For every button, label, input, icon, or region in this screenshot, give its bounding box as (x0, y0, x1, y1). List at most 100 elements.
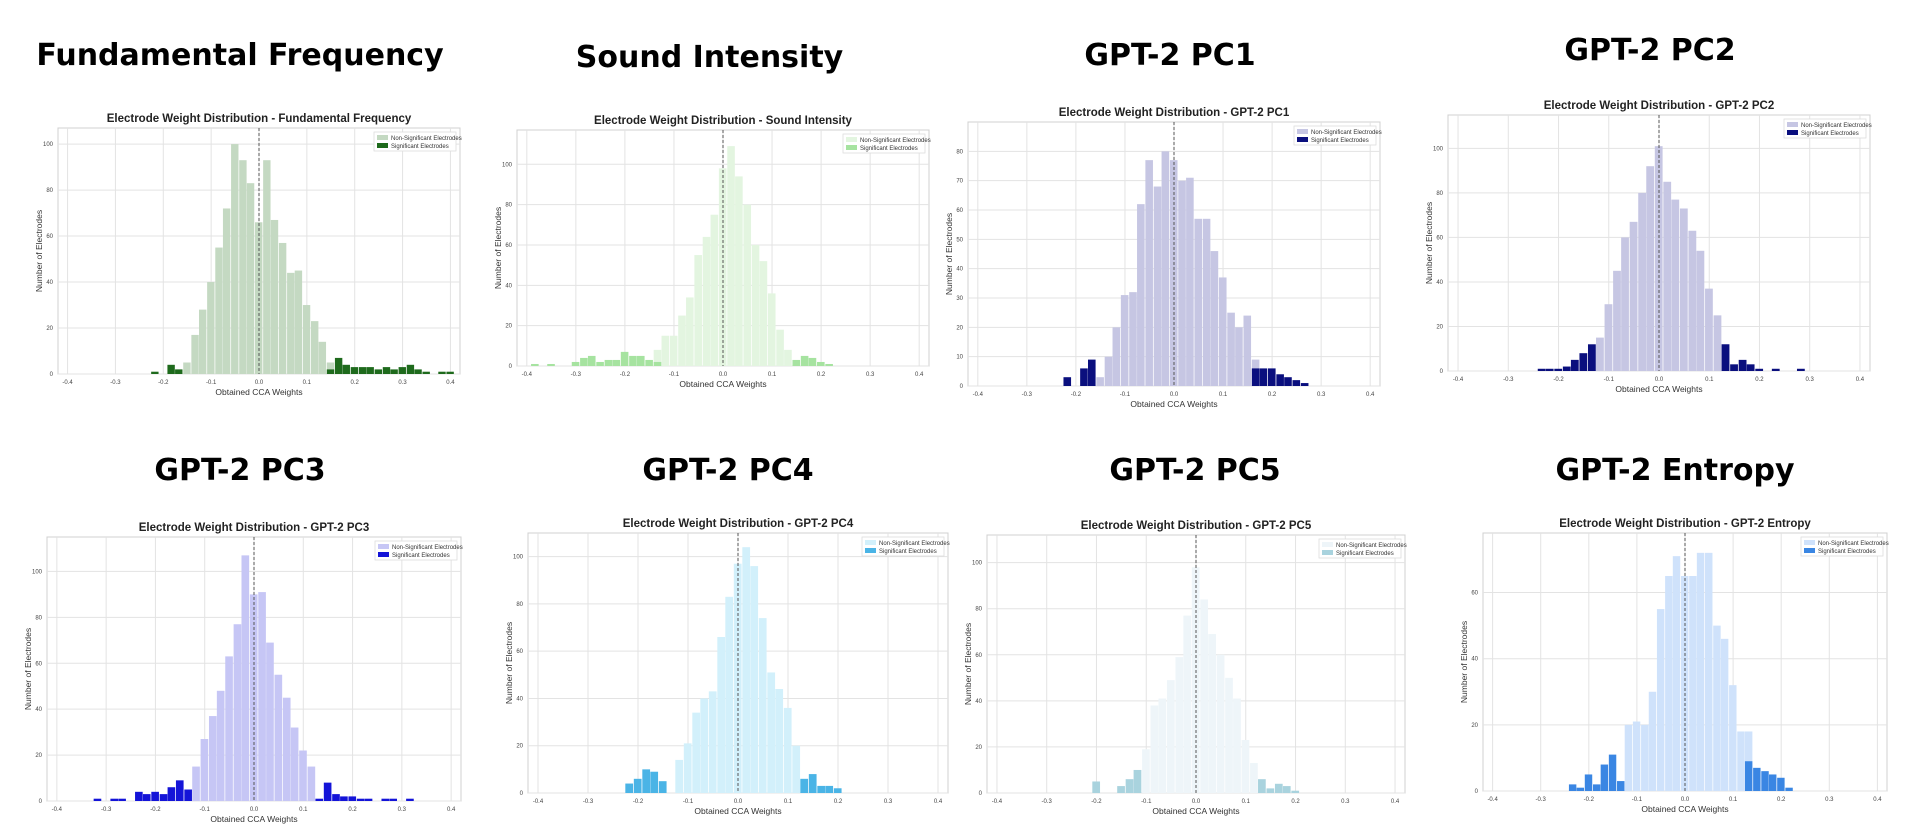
bar-significant (1562, 366, 1571, 371)
x-tick-label: 0.3 (1341, 799, 1350, 805)
bar-nonsignificant (1227, 312, 1235, 386)
y-axis-label: Number of Electrodes (944, 213, 954, 295)
bar-significant (625, 783, 634, 793)
bar-significant (390, 369, 398, 374)
x-tick-label: -0.1 (1120, 392, 1131, 398)
bar-significant (1276, 374, 1284, 386)
bar-nonsignificant (1621, 237, 1629, 371)
bar-nonsignificant (727, 146, 735, 366)
bar-nonsignificant (661, 335, 670, 366)
bar-nonsignificant (239, 160, 247, 374)
bar-nonsignificant (1200, 599, 1209, 793)
y-tick-label: 60 (505, 243, 512, 249)
histogram-chart: Electrode Weight Distribution - GPT-2 En… (1459, 518, 1889, 814)
bar-nonsignificant (1596, 337, 1604, 371)
legend-box (1318, 538, 1402, 559)
bar-nonsignificant (200, 739, 209, 801)
bar-significant (1274, 783, 1283, 793)
y-tick-label: 20 (505, 324, 512, 330)
bar-significant (808, 774, 817, 793)
x-tick-label: 0.1 (1729, 797, 1738, 803)
bar-nonsignificant (1137, 204, 1145, 386)
legend-label-nonsignificant: Non-Significant Electrodes (879, 541, 950, 547)
x-tick-label: 0.1 (1219, 392, 1228, 398)
bar-nonsignificant (725, 596, 734, 793)
bar-significant (167, 787, 176, 801)
x-tick-label: -0.2 (1553, 377, 1564, 383)
bar-nonsignificant (710, 214, 719, 366)
x-tick-label: -0.4 (533, 799, 544, 805)
y-tick-label: 60 (975, 653, 982, 659)
chart-panel: GPT-2 PC2 Electrode Weight Distribution -… (1410, 25, 1890, 423)
bar-significant (580, 357, 588, 366)
bar-significant (446, 371, 454, 374)
bar-nonsignificant (1120, 295, 1129, 386)
bar-significant (658, 781, 667, 793)
x-tick-label: -0.3 (583, 799, 594, 805)
bar-nonsignificant (1158, 698, 1167, 793)
bar-nonsignificant (299, 750, 307, 801)
x-tick-label: -0.1 (206, 380, 217, 386)
bar-significant (175, 369, 183, 374)
legend-label-significant: Significant Electrodes (1801, 131, 1859, 137)
bar-nonsignificant (1153, 186, 1162, 386)
y-tick-label: 100 (502, 162, 513, 168)
bar-significant (800, 355, 809, 366)
bar-nonsignificant (1250, 763, 1258, 793)
bar-significant (1554, 368, 1563, 371)
legend: Non-Significant Electrodes Significant El… (373, 131, 462, 152)
legend-swatch-significant (1297, 137, 1308, 142)
bar-nonsignificant (784, 349, 792, 366)
bar-significant (326, 369, 335, 374)
bar-nonsignificant (216, 690, 225, 801)
x-tick-label: -0.4 (1453, 377, 1464, 383)
x-tick-label: 0.2 (834, 799, 843, 805)
legend: Non-Significant Electrodes Significant El… (1318, 538, 1407, 559)
bar-nonsignificant (1705, 552, 1713, 791)
bar-significant (422, 371, 430, 374)
legend-label-nonsignificant: Non-Significant Electrodes (391, 136, 462, 142)
histogram-chart: Electrode Weight Distribution - Sound In… (493, 115, 931, 389)
x-tick-label: -0.3 (101, 807, 112, 813)
y-tick-label: 20 (516, 744, 523, 750)
bar-significant (1600, 764, 1609, 791)
legend: Non-Significant Electrodes Significant El… (861, 536, 950, 557)
bar-nonsignificant (694, 255, 702, 366)
x-tick-label: 0.4 (1856, 377, 1865, 383)
bar-nonsignificant (241, 555, 250, 801)
x-tick-label: 0.2 (1755, 377, 1764, 383)
bar-nonsignificant (700, 698, 709, 793)
bar-nonsignificant (278, 242, 287, 374)
bar-nonsignificant (1671, 199, 1680, 371)
chart-title: Electrode Weight Distribution - GPT-2 En… (1559, 518, 1811, 530)
bar-significant (342, 364, 350, 374)
bar-significant (340, 796, 348, 801)
y-tick-label: 100 (972, 561, 983, 567)
legend-swatch-nonsignificant (846, 137, 857, 142)
bar-nonsignificant (751, 244, 760, 366)
legend-box (842, 133, 926, 154)
x-tick-label: -0.4 (62, 380, 73, 386)
legend: Non-Significant Electrodes Significant El… (842, 133, 931, 154)
bar-significant (642, 769, 651, 793)
bar-nonsignificant (1629, 221, 1638, 371)
bar-nonsignificant (1696, 250, 1705, 371)
y-tick-label: 80 (35, 615, 42, 621)
bar-significant (1080, 368, 1088, 386)
legend-swatch-significant (1322, 550, 1333, 555)
legend-swatch-significant (1787, 130, 1798, 135)
bar-nonsignificant (683, 743, 692, 793)
x-tick-label: -0.3 (110, 380, 121, 386)
chart-panel: GPT-2 PC3 Electrode Weight Distribution -… (15, 445, 465, 827)
bar-significant (1746, 364, 1755, 371)
bar-nonsignificant (1142, 749, 1150, 793)
x-tick-label: 0.2 (1291, 799, 1300, 805)
bar-nonsignificant (1688, 230, 1697, 371)
bar-nonsignificant (1737, 731, 1745, 791)
panel-heading: GPT-2 PC1 (1084, 38, 1256, 73)
x-tick-label: -0.1 (683, 799, 694, 805)
x-tick-label: 0.2 (351, 380, 360, 386)
bar-nonsignificant (1672, 556, 1681, 791)
bar-significant (650, 771, 659, 793)
y-tick-label: 20 (46, 326, 53, 332)
